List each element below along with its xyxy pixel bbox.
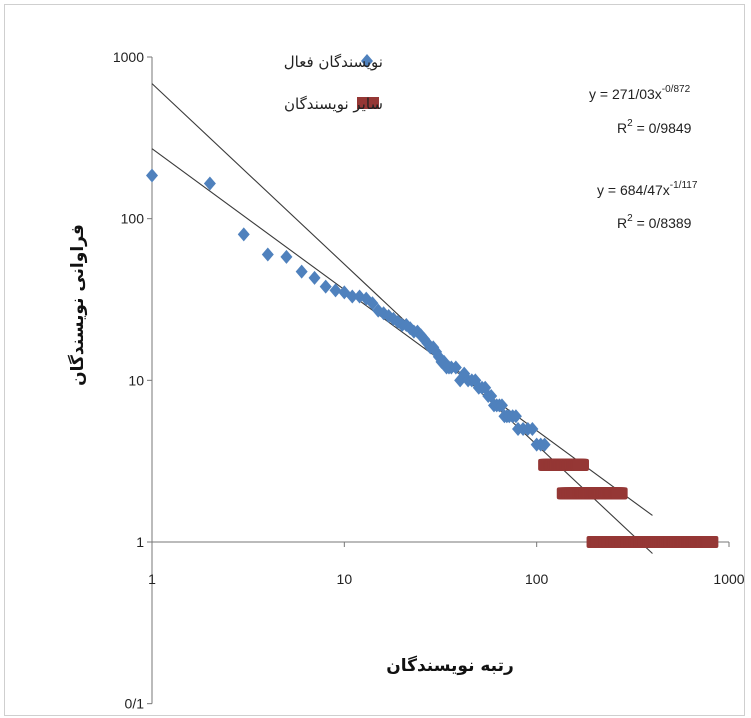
tick-labels: 0/1 1 10 100 1000 1 10 100 1000 — [113, 49, 745, 712]
data-point-active — [449, 360, 462, 375]
trend-eq-1-text: y = 271/03x-0/872 — [589, 84, 691, 102]
y-tick-label: 10 — [128, 372, 144, 388]
r2-sup-2: 2 — [627, 213, 633, 224]
data-point-active — [346, 289, 359, 304]
chart-frame: 0/1 1 10 100 1000 1 10 100 1000 نویسندگان فعال س… — [4, 4, 745, 716]
trend-r2-1-value: = 0/9849 — [633, 120, 692, 136]
y-tick-label: 1000 — [113, 49, 144, 65]
data-point-active — [203, 176, 216, 191]
legend-label-active: نویسندگان فعال — [284, 53, 383, 71]
trend-eq-1-exp: -0/872 — [662, 84, 691, 95]
data-point-active — [319, 279, 332, 294]
y-tick-label: 1 — [136, 534, 144, 550]
axes — [147, 56, 730, 705]
trend-r2-2-text: R2 = 0/8389 — [617, 213, 692, 231]
data-point-active — [295, 264, 308, 279]
x-tick-label: 10 — [337, 571, 353, 587]
legend-label-other: سایر نویسندگان — [284, 95, 383, 113]
trend-equation-2: y = 684/47x-1/117 R2 = 0/8389 — [597, 180, 698, 231]
legend: نویسندگان فعال سایر نویسندگان — [284, 53, 383, 113]
r2-sup-1: 2 — [627, 118, 633, 129]
x-tick-label: 100 — [525, 571, 549, 587]
data-point-active — [329, 283, 342, 298]
data-point-other — [702, 536, 719, 548]
data-point-active — [366, 296, 379, 311]
data-point-other — [611, 487, 628, 500]
trend-eq-2-base: y = 684/47x — [597, 182, 670, 198]
x-tick-label: 1000 — [713, 571, 744, 587]
trend-r2-2-value: = 0/8389 — [633, 215, 692, 231]
y-tick-label: 100 — [121, 211, 145, 227]
legend-item-active: نویسندگان فعال — [284, 53, 383, 71]
trend-r2-1-text: R2 = 0/9849 — [617, 118, 692, 136]
trendline-1 — [151, 148, 653, 516]
legend-marker-square — [357, 97, 379, 109]
data-point-active — [261, 247, 274, 262]
x-tick-label: 1 — [148, 571, 156, 587]
data-point-active — [495, 398, 508, 413]
trend-eq-2-text: y = 684/47x-1/117 — [597, 180, 698, 198]
trend-eq-2-exp: -1/117 — [670, 180, 698, 191]
trend-eq-1-base: y = 271/03x — [589, 86, 662, 102]
data-point-active — [146, 168, 158, 183]
trend-equation-1: y = 271/03x-0/872 R2 = 0/9849 — [589, 84, 692, 136]
y-axis-title: فراوانی نویسندگان — [67, 224, 88, 386]
data-point-active — [308, 270, 321, 285]
data-point-active — [538, 437, 551, 452]
x-axis-title: رتبه نویسندگان — [386, 655, 514, 676]
legend-item-other: سایر نویسندگان — [284, 95, 383, 113]
data-point-active — [237, 227, 250, 242]
data-point-active — [280, 249, 293, 264]
log-log-chart: 0/1 1 10 100 1000 1 10 100 1000 نویسندگان فعال س… — [67, 49, 745, 712]
legend-marker-diamond — [361, 54, 373, 68]
trend-r2-2-label: R — [617, 215, 627, 231]
y-tick-label: 0/1 — [125, 696, 145, 712]
data-point-other — [572, 458, 589, 471]
data-points — [146, 168, 719, 548]
data-point-active — [526, 421, 539, 436]
trend-r2-1-label: R — [617, 120, 627, 136]
